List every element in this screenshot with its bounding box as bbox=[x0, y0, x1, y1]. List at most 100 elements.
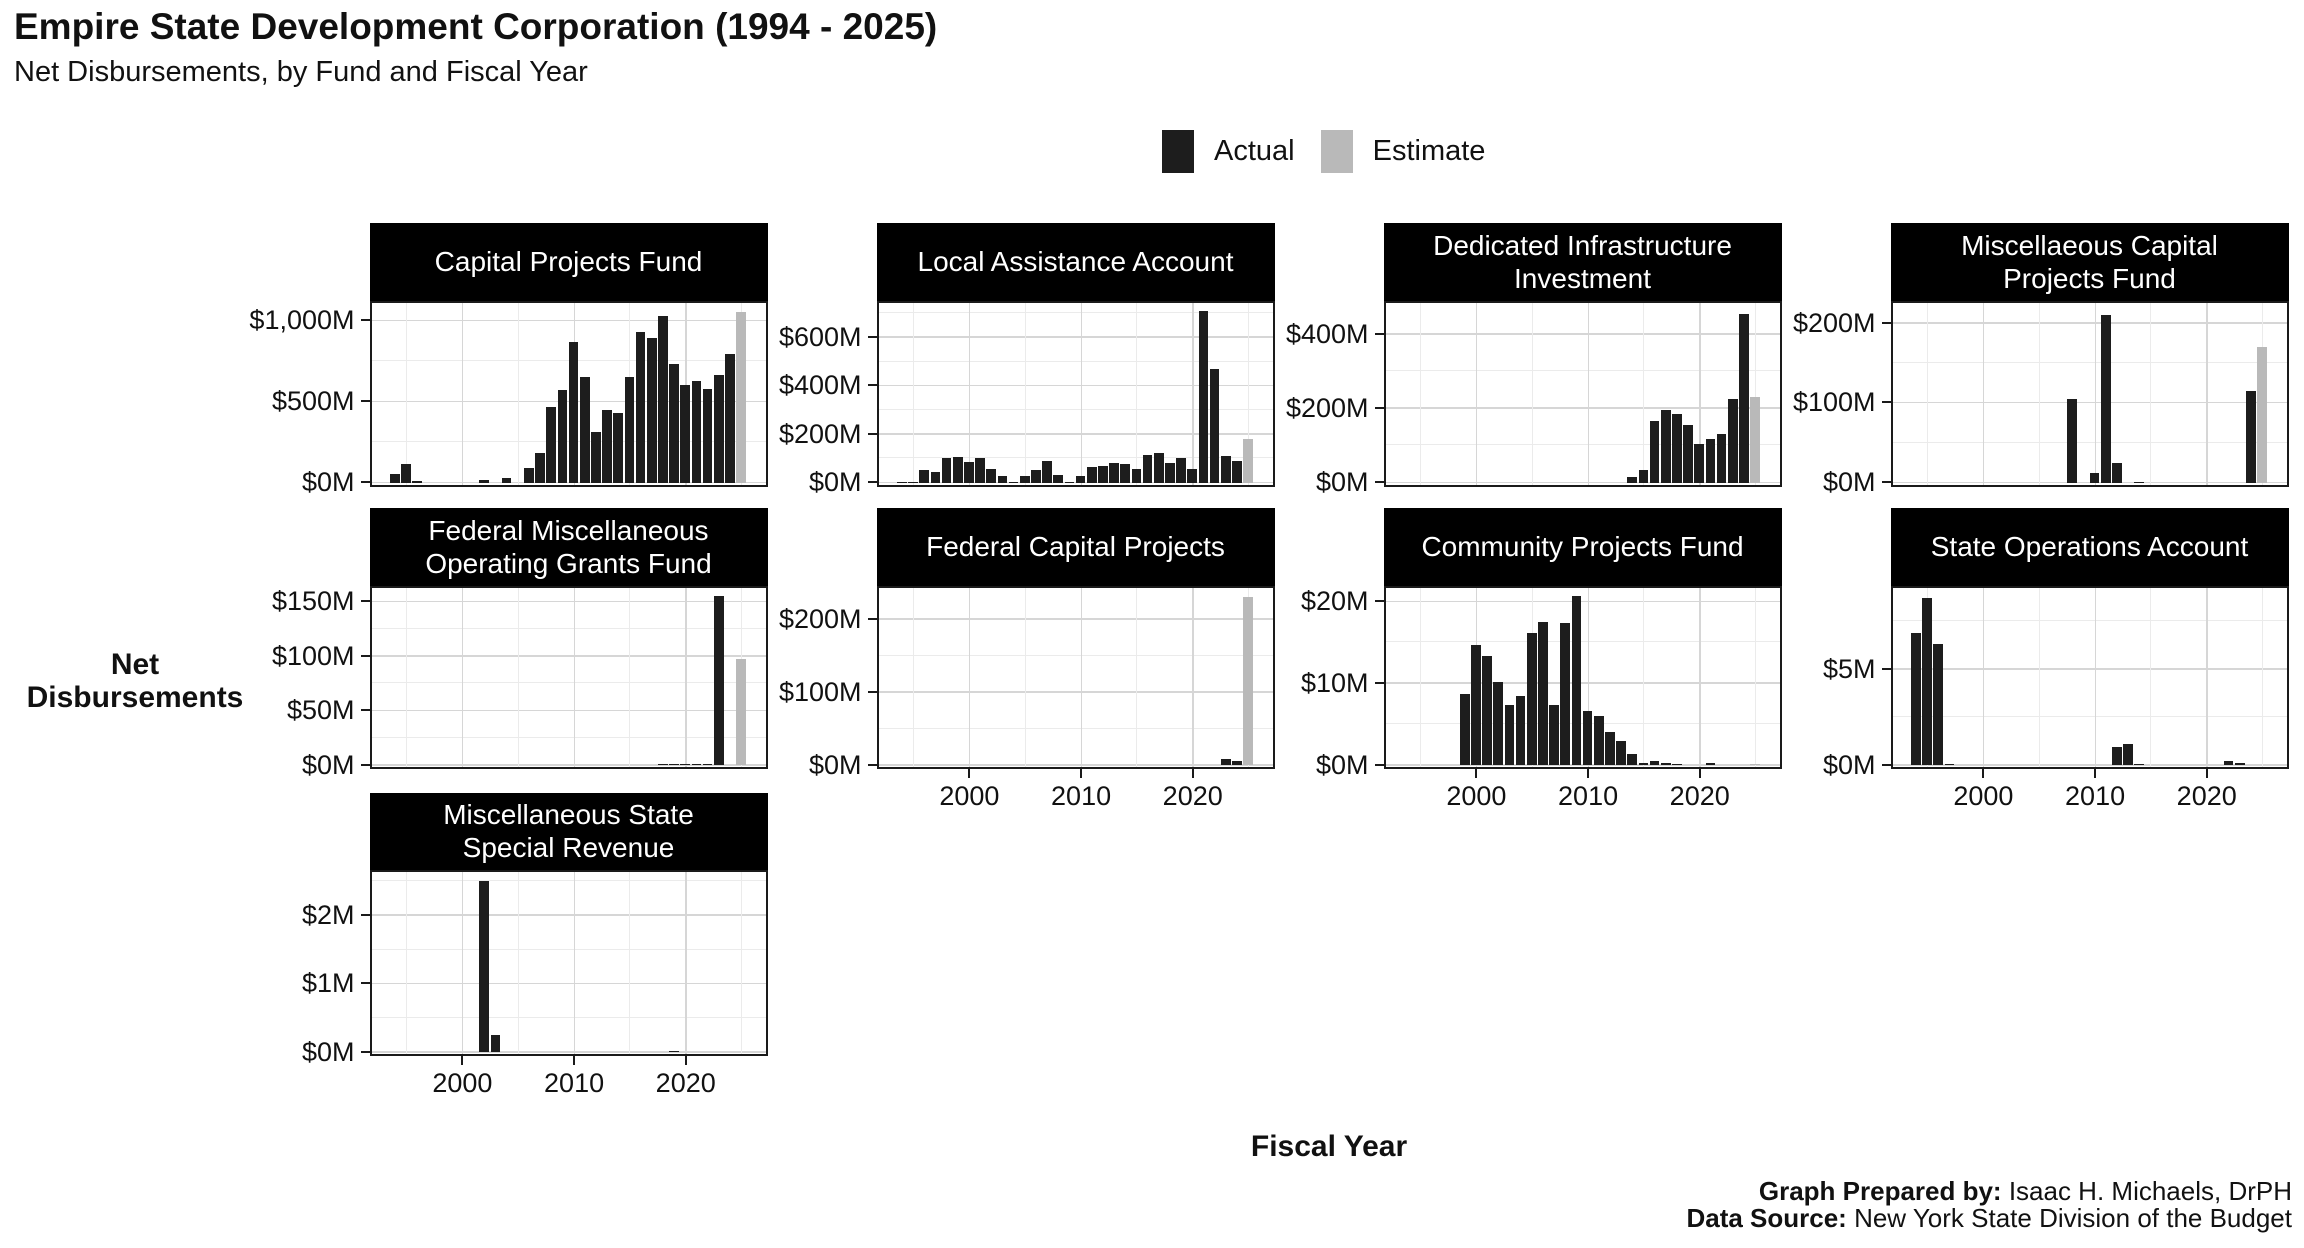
gridline bbox=[371, 880, 766, 882]
bar-2023 bbox=[2234, 762, 2245, 765]
bar-2013 bbox=[2123, 743, 2133, 765]
gridline bbox=[1385, 444, 1780, 446]
facet-title: Capital Projects Fund bbox=[434, 246, 703, 278]
y-tick-mark bbox=[360, 481, 370, 483]
facet-title: Federal Capital Projects bbox=[926, 531, 1225, 563]
gridline bbox=[878, 360, 1273, 362]
y-tick-mark bbox=[1374, 406, 1384, 409]
bar-2024 bbox=[1232, 460, 1242, 483]
bar-2024 bbox=[725, 353, 735, 483]
bar-2012 bbox=[1605, 732, 1615, 765]
bar-1996 bbox=[919, 470, 930, 483]
gridline bbox=[406, 302, 408, 485]
bar-2023 bbox=[1727, 399, 1738, 483]
y-tick-label: $500M bbox=[271, 386, 355, 416]
facet-title: Federal Miscellaneous bbox=[428, 514, 709, 546]
y-tick-label: $0M bbox=[808, 467, 862, 497]
bar-2017 bbox=[1660, 762, 1671, 765]
y-tick-mark bbox=[360, 400, 370, 402]
x-tick-label: 2010 bbox=[544, 1068, 605, 1098]
bar-2022 bbox=[2223, 761, 2234, 765]
y-axis-title-line1: Net bbox=[110, 648, 160, 681]
bar-2023 bbox=[1220, 455, 1231, 483]
bar-2016 bbox=[635, 331, 646, 483]
gridline bbox=[1385, 600, 1780, 603]
gridline bbox=[878, 654, 1273, 656]
facet-plot-area bbox=[1890, 585, 2289, 769]
bar-2013 bbox=[1616, 740, 1626, 765]
y-tick-mark bbox=[360, 709, 370, 712]
legend-item-actual: Actual bbox=[1162, 130, 1295, 173]
gridline bbox=[1385, 641, 1780, 643]
bar-2000 bbox=[1471, 644, 1481, 765]
facet-title: Local Assistance Account bbox=[917, 246, 1234, 278]
gridline bbox=[371, 1051, 766, 1053]
y-tick-mark bbox=[1881, 763, 1891, 766]
gridline bbox=[629, 587, 631, 767]
y-tick-mark bbox=[1374, 481, 1384, 483]
y-tick-mark bbox=[1374, 681, 1384, 684]
gridline bbox=[1892, 362, 2287, 364]
gridline bbox=[968, 302, 971, 485]
gridline bbox=[1024, 302, 1026, 485]
y-tick-mark bbox=[1374, 763, 1384, 766]
footer: Graph Prepared by: Isaac H. Michaels, Dr… bbox=[1686, 1178, 2292, 1232]
gridline bbox=[406, 587, 408, 767]
facet-title: Operating Grants Fund bbox=[425, 547, 712, 579]
facet-title: Miscellaneous State bbox=[443, 799, 694, 831]
gridline bbox=[371, 764, 766, 766]
y-tick-label: $0M bbox=[301, 467, 355, 497]
facet-plot-area bbox=[369, 870, 768, 1056]
gridline bbox=[1755, 302, 1757, 485]
y-tick-label: $200M bbox=[778, 603, 862, 634]
y-tick-label: $0M bbox=[1822, 467, 1876, 497]
y-axis-title-line2: Disbursements bbox=[26, 681, 244, 714]
bar-2016 bbox=[1142, 454, 1153, 483]
bar-2025 bbox=[1750, 763, 1760, 765]
bar-2007 bbox=[535, 453, 545, 483]
facet-title: Investment bbox=[1514, 262, 1651, 294]
bar-1994 bbox=[390, 473, 400, 483]
gridline bbox=[371, 709, 766, 712]
bar-2023 bbox=[1220, 759, 1231, 765]
estimate-swatch-icon bbox=[1320, 130, 1353, 173]
x-tick-mark bbox=[1587, 769, 1590, 778]
gridline bbox=[878, 312, 1273, 314]
bar-1999 bbox=[952, 457, 963, 483]
bar-1994 bbox=[1911, 632, 1921, 765]
bar-1995 bbox=[908, 481, 918, 483]
bar-2009 bbox=[557, 390, 568, 483]
bar-2021 bbox=[1705, 763, 1716, 765]
y-tick-label: $100M bbox=[271, 640, 355, 671]
bar-2008 bbox=[1560, 622, 1571, 765]
gridline bbox=[629, 872, 631, 1054]
bar-2019 bbox=[1176, 458, 1186, 483]
bar-2023 bbox=[713, 596, 724, 765]
facet-plot-area bbox=[1890, 300, 2289, 487]
bar-1999 bbox=[1459, 693, 1470, 765]
facet-strip: Capital Projects Fund bbox=[369, 223, 768, 301]
x-tick-mark bbox=[1982, 769, 1985, 778]
bar-2007 bbox=[1042, 460, 1052, 483]
gridline bbox=[371, 600, 766, 603]
bar-2020 bbox=[680, 763, 691, 765]
bar-2019 bbox=[669, 1050, 679, 1052]
bar-2025 bbox=[1243, 597, 1253, 765]
y-tick-label: $20M bbox=[1300, 586, 1369, 617]
x-tick-mark bbox=[1698, 769, 1701, 778]
bar-2004 bbox=[1008, 481, 1019, 483]
bar-2013 bbox=[602, 410, 612, 483]
bar-2003 bbox=[1504, 705, 1515, 765]
gridline bbox=[371, 682, 766, 684]
facet-title: Special Revenue bbox=[462, 832, 675, 864]
bar-2018 bbox=[1165, 463, 1175, 483]
bar-2010 bbox=[568, 341, 579, 483]
y-tick-mark bbox=[360, 319, 370, 321]
y-tick-label: $100M bbox=[1792, 387, 1876, 418]
gridline bbox=[573, 872, 576, 1054]
gridline bbox=[1192, 302, 1194, 485]
y-tick-label: $100M bbox=[778, 676, 862, 707]
gridline bbox=[2150, 587, 2152, 767]
gridline bbox=[913, 587, 915, 767]
